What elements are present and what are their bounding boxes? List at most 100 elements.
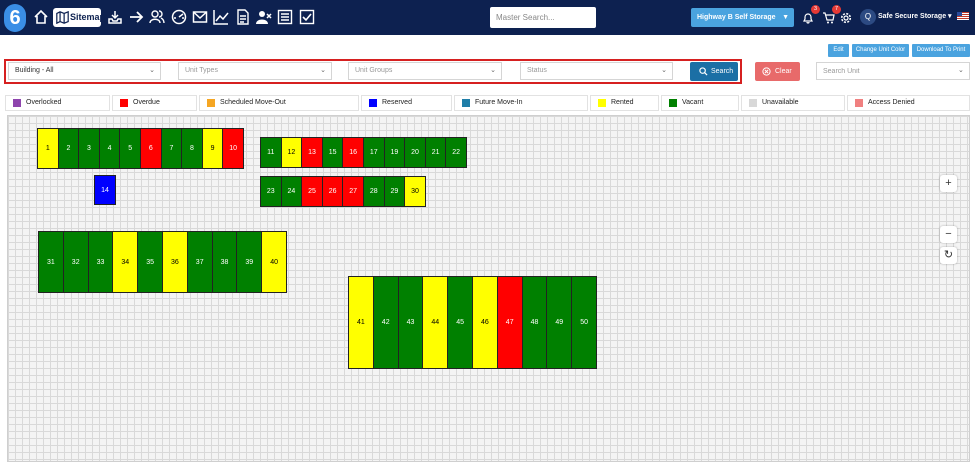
unit-types-select[interactable]: Unit Types ⌄ xyxy=(178,62,332,80)
unit-30[interactable]: 30 xyxy=(404,176,426,207)
unit-1[interactable]: 1 xyxy=(37,128,59,169)
us-flag-icon[interactable] xyxy=(957,12,969,20)
unit-50[interactable]: 50 xyxy=(571,276,597,369)
unit-20[interactable]: 20 xyxy=(404,137,426,168)
checklist-icon[interactable] xyxy=(299,9,315,25)
unit-40[interactable]: 40 xyxy=(261,231,287,293)
unit-3[interactable]: 3 xyxy=(78,128,100,169)
unit-45[interactable]: 45 xyxy=(447,276,473,369)
mail-icon[interactable] xyxy=(192,9,208,25)
unit-32[interactable]: 32 xyxy=(62,231,89,293)
unit-groups-select[interactable]: Unit Groups ⌄ xyxy=(348,62,502,80)
unit-41[interactable]: 41 xyxy=(348,276,374,369)
unit-4[interactable]: 4 xyxy=(98,128,121,169)
download-to-print-button[interactable]: Download To Print xyxy=(912,44,970,57)
unit-groups-value: Unit Groups xyxy=(355,67,393,74)
dashboard-icon[interactable] xyxy=(171,9,187,25)
status-select[interactable]: Status ⌄ xyxy=(520,62,673,80)
unit-49[interactable]: 49 xyxy=(546,276,573,369)
search-button[interactable]: Search xyxy=(690,62,738,81)
unit-19[interactable]: 19 xyxy=(383,137,406,168)
legend-swatch xyxy=(120,99,128,107)
unit-33[interactable]: 33 xyxy=(87,231,114,293)
arrow-right-icon[interactable] xyxy=(128,9,144,25)
change-unit-color-button[interactable]: Change Unit Color xyxy=(852,44,909,57)
chevron-down-icon: ⌄ xyxy=(490,67,496,74)
unit-17[interactable]: 17 xyxy=(363,137,385,168)
unit-23[interactable]: 23 xyxy=(260,176,282,207)
unit-6[interactable]: 6 xyxy=(140,128,162,169)
unit-37[interactable]: 37 xyxy=(186,231,213,293)
unit-11[interactable]: 11 xyxy=(260,137,282,168)
unit-38[interactable]: 38 xyxy=(211,231,238,293)
user-x-icon[interactable] xyxy=(256,9,272,25)
unit-43[interactable]: 43 xyxy=(397,276,424,369)
unit-5[interactable]: 5 xyxy=(119,128,141,169)
unit-35[interactable]: 35 xyxy=(137,231,163,293)
unit-22[interactable]: 22 xyxy=(445,137,467,168)
edit-button[interactable]: Edit xyxy=(828,44,849,57)
sitemap-button[interactable]: Sitemap xyxy=(53,8,105,27)
unit-25[interactable]: 25 xyxy=(301,176,323,207)
status-legend: Overlocked Overdue Scheduled Move-Out Reser… xyxy=(5,95,970,111)
unit-29[interactable]: 29 xyxy=(383,176,406,207)
list-icon[interactable] xyxy=(277,9,293,25)
legend-item: Scheduled Move-Out xyxy=(199,95,359,111)
legend-swatch xyxy=(598,99,606,107)
facility-select[interactable]: Highway B Self Storage ▼ xyxy=(691,8,794,27)
unit-9[interactable]: 9 xyxy=(201,128,224,169)
unit-48[interactable]: 48 xyxy=(521,276,548,369)
unit-13[interactable]: 13 xyxy=(301,137,323,168)
unit-8[interactable]: 8 xyxy=(181,128,203,169)
chart-icon[interactable] xyxy=(213,9,229,25)
cart-icon[interactable] xyxy=(823,11,835,24)
unit-31[interactable]: 31 xyxy=(38,231,64,293)
unit-34[interactable]: 34 xyxy=(112,231,139,293)
unit-21[interactable]: 21 xyxy=(424,137,447,168)
unit-39[interactable]: 39 xyxy=(236,231,263,293)
app-logo[interactable]: 6 xyxy=(4,4,26,32)
unit-44[interactable]: 44 xyxy=(422,276,449,369)
unit-10[interactable]: 10 xyxy=(222,128,244,169)
unit-42[interactable]: 42 xyxy=(372,276,399,369)
master-search-input[interactable] xyxy=(490,7,596,28)
clear-button[interactable]: Clear xyxy=(755,62,800,81)
unit-27[interactable]: 27 xyxy=(342,176,364,207)
document-icon[interactable] xyxy=(235,9,251,25)
avatar[interactable]: Q xyxy=(860,9,876,25)
search-icon xyxy=(699,67,708,76)
user-menu[interactable]: Safe Secure Storage ▾ xyxy=(878,13,952,20)
unit-46[interactable]: 46 xyxy=(472,276,498,369)
unit-28[interactable]: 28 xyxy=(363,176,385,207)
unit-26[interactable]: 26 xyxy=(321,176,344,207)
unit-16[interactable]: 16 xyxy=(342,137,364,168)
zoom-out-button[interactable]: − xyxy=(940,226,957,243)
reset-zoom-button[interactable]: ↻ xyxy=(940,247,957,264)
notification-badge: 3 xyxy=(811,5,820,14)
zoom-in-button[interactable]: + xyxy=(940,175,957,192)
inbox-icon[interactable] xyxy=(107,9,123,25)
unit-14[interactable]: 14 xyxy=(94,175,116,205)
unit-15[interactable]: 15 xyxy=(321,137,344,168)
clear-label: Clear xyxy=(775,68,792,75)
legend-swatch xyxy=(207,99,215,107)
chevron-down-icon: ⌄ xyxy=(149,67,155,74)
unit-47[interactable]: 47 xyxy=(496,276,523,369)
unit-24[interactable]: 24 xyxy=(280,176,303,207)
unit-36[interactable]: 36 xyxy=(162,231,188,293)
unit-2[interactable]: 2 xyxy=(57,128,80,169)
legend-label: Unavailable xyxy=(762,99,799,106)
bell-icon[interactable] xyxy=(802,11,814,24)
search-unit-input[interactable] xyxy=(816,62,970,80)
unit-7[interactable]: 7 xyxy=(160,128,183,169)
legend-item: Vacant xyxy=(661,95,739,111)
home-icon[interactable] xyxy=(33,9,49,25)
top-navbar: 6 Sitemap Highway B Self Storage ▼ xyxy=(0,0,975,35)
sitemap-canvas[interactable]: + − ↻ 1 2 3 4 5 6 7 8 9 10 11 12 13 15 16 17 19 20 21 22 14 2… xyxy=(7,115,970,462)
users-icon[interactable] xyxy=(149,9,165,25)
gear-icon[interactable] xyxy=(840,11,852,24)
unit-12[interactable]: 12 xyxy=(280,137,303,168)
search-label: Search xyxy=(711,68,734,75)
legend-label: Access Denied xyxy=(868,99,915,106)
building-select[interactable]: Building - All ⌄ xyxy=(8,62,161,80)
